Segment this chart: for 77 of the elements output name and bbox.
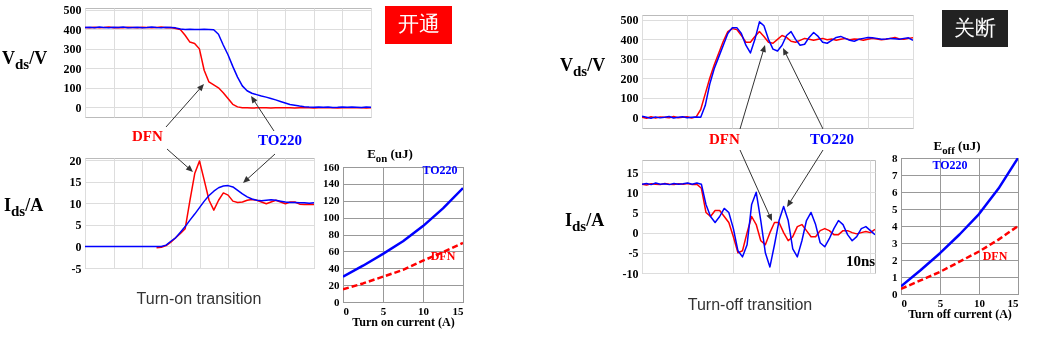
y-tick-label: 140	[323, 177, 340, 190]
y-tick-label: 2	[892, 253, 898, 266]
series-label: TO220	[422, 163, 458, 178]
y-tick-label: 15	[626, 165, 639, 180]
y-tick-label: 5	[75, 218, 82, 233]
y-tick-label: 7	[892, 168, 898, 181]
chart-title: E$_{on}$ (uJ)	[366, 146, 414, 164]
y-tick-label: 5	[892, 202, 898, 215]
annotation: 10ns	[846, 253, 876, 270]
y-tick-label: 20	[328, 278, 340, 291]
line-series	[343, 186, 463, 278]
chart-title: E$_{off}$ (uJ)	[932, 138, 982, 156]
text: 关断	[942, 10, 1008, 47]
line-series	[642, 182, 875, 268]
x-tick-label: 15	[452, 304, 464, 317]
text: DFN	[132, 128, 163, 145]
y-tick-label: 0	[75, 100, 82, 115]
y-tick-label: 4	[892, 219, 898, 232]
series-label: DFN	[709, 131, 740, 148]
y-tick-label: 500	[620, 13, 639, 28]
y-tick-label: 1	[892, 270, 898, 283]
series-label: DFN	[982, 249, 1008, 263]
x-tick-label: 5	[380, 304, 387, 317]
y-tick-label: 8	[892, 151, 898, 164]
x-axis-title: Turn on current (A)	[352, 314, 455, 329]
y-tick-label: 3	[892, 236, 898, 249]
y-axis-title: V$_{ds}$/V	[560, 55, 606, 80]
x-tick-label: 0	[901, 296, 908, 309]
y-tick-label: 400	[63, 22, 82, 37]
line-series	[85, 26, 371, 109]
line-series	[901, 224, 1018, 291]
y-tick-label: 5	[632, 205, 639, 220]
y-tick-label: 10	[69, 196, 82, 211]
text: 开通	[385, 6, 452, 44]
y-tick-label: 200	[620, 71, 639, 86]
y-tick-label: -10	[622, 266, 639, 281]
y-tick-label: 200	[63, 61, 82, 76]
text: TO220	[932, 158, 968, 172]
x-axis-title: Turn-off transition	[686, 296, 814, 314]
y-tick-label: 300	[63, 42, 82, 57]
x-tick-label: 0	[343, 304, 350, 317]
x-tick-label: 10	[418, 304, 430, 317]
x-tick-label: 15	[1007, 296, 1019, 309]
y-tick-label: 80	[328, 228, 340, 240]
y-tick-label: 100	[323, 211, 340, 224]
y-tick-label: 0	[75, 239, 82, 254]
y-tick-label: 100	[63, 81, 82, 96]
y-tick-label: 40	[328, 261, 340, 274]
line-series	[642, 182, 875, 254]
y-tick-label: 400	[620, 32, 639, 47]
y-tick-label: 0	[632, 110, 639, 125]
y-tick-label: 6	[892, 185, 898, 198]
y-axis-title: I$_{ds}$/A	[565, 210, 605, 235]
y-tick-label: 15	[69, 175, 82, 190]
y-tick-label: 60	[328, 244, 340, 257]
x-axis-title: Turn-on transition	[135, 290, 263, 308]
y-tick-label: -5	[628, 246, 639, 261]
text: TO220	[810, 131, 854, 148]
y-tick-label: 300	[620, 52, 639, 67]
line-series	[343, 241, 463, 291]
y-axis-title: V$_{ds}$/V	[2, 48, 48, 73]
y-tick-label: 500	[63, 3, 82, 18]
series-label: TO220	[258, 132, 302, 149]
line-series	[155, 160, 314, 249]
y-tick-label: 0	[632, 226, 639, 241]
y-tick-label: 100	[620, 91, 639, 106]
y-axis-title: I$_{ds}$/A	[4, 195, 44, 220]
y-tick-label: 120	[323, 194, 340, 207]
y-tick-label: -5	[71, 261, 82, 276]
y-tick-label: 20	[69, 153, 82, 168]
y-tick-label: 10	[626, 185, 639, 200]
line-series	[85, 184, 314, 248]
x-tick-label: 5	[937, 296, 944, 309]
x-axis-title: Turn off current (A)	[908, 306, 1012, 321]
y-tick-label: 160	[323, 160, 340, 173]
x-tick-label: 10	[974, 296, 986, 309]
y-tick-label: 0	[892, 287, 898, 300]
